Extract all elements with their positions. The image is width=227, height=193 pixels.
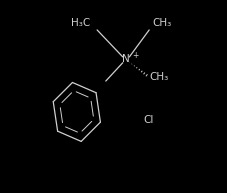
Text: +: + <box>132 51 138 59</box>
Text: N: N <box>122 54 130 64</box>
Text: CH₃: CH₃ <box>152 18 171 28</box>
Text: Cl: Cl <box>143 115 154 125</box>
Text: H₃C: H₃C <box>71 18 90 28</box>
Text: CH₃: CH₃ <box>149 72 168 82</box>
